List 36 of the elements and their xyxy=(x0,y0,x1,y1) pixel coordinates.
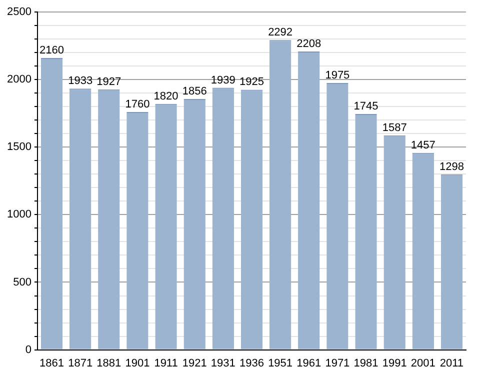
x-tick-label: 1881 xyxy=(96,357,122,370)
data-label: 1933 xyxy=(68,75,93,88)
x-tick-label: 1871 xyxy=(68,357,93,370)
data-label: 1927 xyxy=(96,76,122,88)
x-tick-label: 1981 xyxy=(354,357,378,370)
data-label: 2292 xyxy=(268,26,293,39)
data-label: 1760 xyxy=(125,98,150,111)
data-label: 1975 xyxy=(325,69,350,82)
data-label: 1587 xyxy=(382,122,407,134)
x-tick-label: 2001 xyxy=(410,357,436,370)
data-label: 1820 xyxy=(154,90,178,102)
y-tick-label: 1500 xyxy=(6,141,32,154)
x-tick-label: 1951 xyxy=(268,357,293,370)
y-tick-label: 0 xyxy=(25,344,32,356)
data-label: 1856 xyxy=(182,86,207,98)
x-tick-label: 1861 xyxy=(40,357,64,370)
x-tick-label: 1961 xyxy=(296,357,322,370)
data-label: 1939 xyxy=(210,74,236,86)
x-tick-label: 1971 xyxy=(325,357,350,370)
data-label: 1457 xyxy=(410,139,436,152)
x-tick-label: 1936 xyxy=(239,357,264,370)
y-tick-label: 2500 xyxy=(6,6,32,18)
x-tick-label: 1911 xyxy=(154,357,178,370)
y-tick-label: 1000 xyxy=(6,208,32,221)
x-tick-label: 1921 xyxy=(182,357,207,370)
data-label: 1298 xyxy=(439,160,464,173)
data-label: 1745 xyxy=(354,100,378,113)
y-tick-label: 500 xyxy=(13,276,32,288)
x-tick-label: 1901 xyxy=(125,357,150,370)
y-tick-label: 2000 xyxy=(6,74,32,86)
data-label: 1925 xyxy=(239,76,264,88)
x-tick-label: 1991 xyxy=(382,357,407,370)
x-tick-label: 1931 xyxy=(210,357,236,370)
data-label: 2160 xyxy=(40,44,64,56)
data-label: 2208 xyxy=(296,38,322,50)
x-tick-label: 2011 xyxy=(440,357,464,370)
